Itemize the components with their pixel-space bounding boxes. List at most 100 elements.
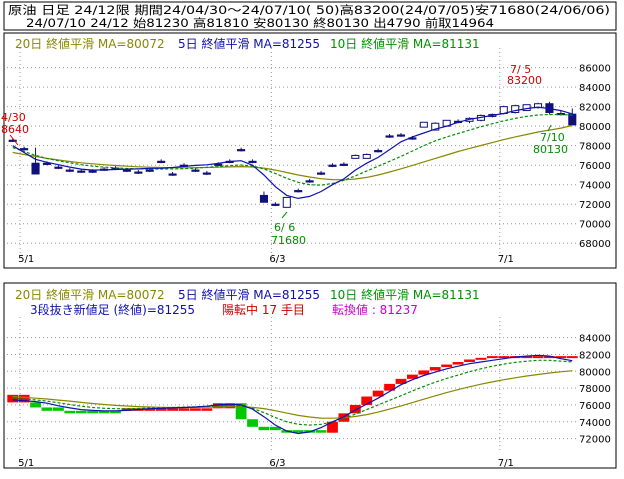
candle-down <box>568 113 577 126</box>
brick-down <box>98 410 110 414</box>
y-tick-label: 80000 <box>579 367 611 378</box>
legend-ma20: 20日 終値平滑 MA=80072 <box>15 36 165 51</box>
series-ma5 <box>12 106 573 200</box>
candle-up <box>419 121 428 128</box>
candle-down <box>374 150 383 153</box>
candle-up <box>351 154 360 159</box>
candle-down <box>42 162 52 165</box>
annotation-edge: 4/30 <box>1 111 26 124</box>
candle-up <box>362 153 371 159</box>
candle-down <box>305 180 314 183</box>
subtitle-reversal-value: 転換値 : 81237 <box>332 302 418 317</box>
candlestick-panel: 20日 終値平滑 MA=80072 5日 終値平滑 MA=81255 10日 終値平… <box>1 32 617 269</box>
top-panel-frame <box>3 32 617 269</box>
brick-up <box>475 357 487 360</box>
x-tick-label: 6/3 <box>269 458 285 469</box>
y-tick-label: 74000 <box>579 181 611 192</box>
brick-up <box>452 362 464 365</box>
y-tick-label: 82000 <box>579 350 611 361</box>
brick-up <box>167 408 178 411</box>
brick-up <box>327 421 338 433</box>
legend-ma10: 10日 終値平滑 MA=81131 <box>330 287 480 302</box>
candle-down <box>339 163 348 166</box>
brick-up <box>190 408 201 411</box>
annotation-last: 80130 <box>533 143 568 156</box>
candle-up <box>431 122 440 131</box>
brick-up <box>372 390 384 397</box>
brick-up <box>544 356 555 359</box>
y-tick-label: 84000 <box>579 83 611 94</box>
y-tick-label: 74000 <box>579 418 611 429</box>
brick-up <box>349 404 361 414</box>
candle-down <box>134 171 143 174</box>
series-ma20 <box>12 124 573 181</box>
brick-up <box>464 359 475 363</box>
y-tick-label: 78000 <box>579 384 611 395</box>
brick-up <box>418 370 430 375</box>
x-tick-label: 6/3 <box>269 254 285 265</box>
annotation-high: 83200 <box>507 74 542 87</box>
candle-down <box>248 160 257 163</box>
header-line2: 24/07/10 24/12 始81230 高81810 安80130 終801… <box>26 16 494 30</box>
brick-down <box>110 410 121 414</box>
legend-ma20: 20日 終値平滑 MA=80072 <box>15 287 165 302</box>
y-tick-label: 68000 <box>579 239 611 250</box>
subtitle-break-value: 3段抜き新値足 (終値)=81255 <box>30 302 195 317</box>
brick-up <box>486 356 498 359</box>
candle-down <box>122 169 131 172</box>
candle-down <box>157 160 166 163</box>
brick-down <box>52 407 64 411</box>
candle-down <box>237 149 246 152</box>
y-tick-label: 72000 <box>579 435 611 446</box>
header-box <box>3 1 617 31</box>
brick-up <box>121 408 133 411</box>
header-line1: 原油 日足 24/12限 期間24/04/30～24/07/10( 50)高83… <box>8 3 610 17</box>
brick-up <box>555 356 567 359</box>
brick-down <box>41 407 53 411</box>
series-ma20 <box>12 370 573 419</box>
candle-down <box>168 173 177 176</box>
brick-down <box>292 430 304 433</box>
legend-ma5: 5日 終値平滑 MA=81255 <box>178 287 320 302</box>
annotation-leader <box>9 134 19 146</box>
brick-up <box>441 364 453 368</box>
candle-down <box>294 190 303 193</box>
brick-down <box>247 419 258 427</box>
brick-up <box>155 408 167 411</box>
subtitle-trend-status: 陽転中 17 手目 <box>222 302 305 317</box>
candle-up <box>511 105 520 114</box>
candle-down <box>191 169 200 172</box>
candle-down <box>259 194 268 203</box>
candle-down <box>8 139 17 142</box>
candle-up <box>522 104 531 112</box>
brick-up <box>361 396 373 405</box>
series-ma10 <box>12 113 573 186</box>
brick-down <box>258 426 270 431</box>
annotation-leader <box>547 124 552 132</box>
annotation-edge: 8640 <box>1 123 29 136</box>
x-tick-label: 5/1 <box>18 458 34 469</box>
brick-down <box>64 410 76 414</box>
brick-up <box>566 356 578 359</box>
three-line-break-panel: 20日 終値平滑 MA=80072 5日 終値平滑 MA=81255 10日 終値平… <box>3 282 617 469</box>
y-tick-label: 76000 <box>579 401 611 412</box>
y-tick-label: 70000 <box>579 220 611 231</box>
x-tick-label: 7/1 <box>498 458 514 469</box>
candle-down <box>54 166 63 169</box>
y-tick-label: 72000 <box>579 200 611 211</box>
annotation-low: 6/ 6 <box>274 221 295 234</box>
candle-down <box>317 172 326 175</box>
candle-up <box>282 196 291 208</box>
brick-down <box>235 403 247 420</box>
brick-up <box>521 356 533 359</box>
brick-up <box>144 408 156 411</box>
candle-down <box>145 169 154 172</box>
y-tick-label: 86000 <box>579 64 611 75</box>
brick-up <box>407 374 418 379</box>
x-tick-label: 5/1 <box>18 254 34 265</box>
candle-down <box>77 170 86 173</box>
y-tick-label: 80000 <box>579 122 611 133</box>
brick-down <box>87 410 99 414</box>
annotation-leader <box>281 211 288 219</box>
